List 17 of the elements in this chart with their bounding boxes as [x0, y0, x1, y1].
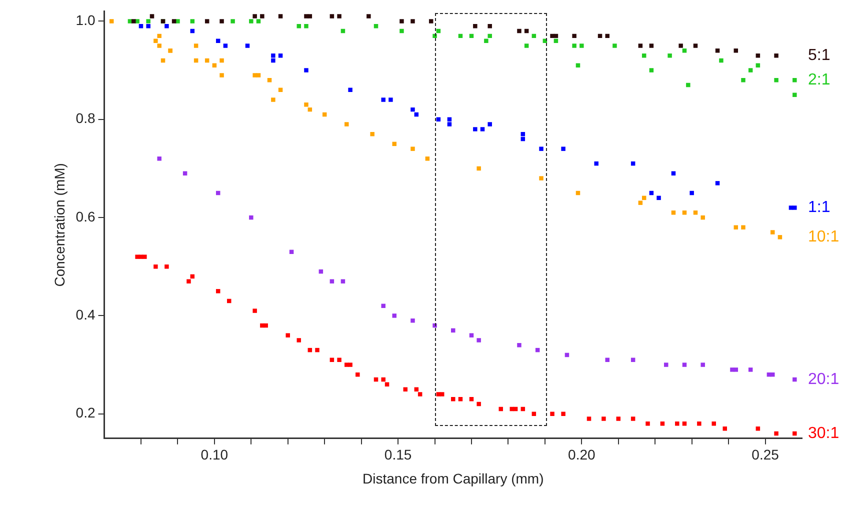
series-label: 1:1 — [808, 199, 830, 216]
y-tick-label: 0.4 — [76, 306, 96, 323]
series-label: 10:1 — [808, 228, 840, 246]
y-axis-title: Concentration (mM) — [51, 163, 68, 287]
series-label: 5:1 — [808, 46, 830, 64]
y-tick-label: 0.6 — [76, 208, 96, 224]
y-tick-label: 0.8 — [76, 110, 96, 126]
y-tick-label: 0.2 — [76, 404, 96, 421]
x-tick-label: 0.25 — [752, 446, 780, 463]
y-tick-label: 1.0 — [76, 12, 96, 28]
x-axis-title: Distance from Capillary (mm) — [362, 470, 544, 486]
x-tick-label: 0.10 — [200, 446, 228, 463]
series-label: 20:1 — [808, 370, 840, 388]
x-tick-label: 0.20 — [568, 446, 596, 463]
x-tick-label: 0.15 — [384, 446, 412, 463]
series-label: 2:1 — [808, 72, 830, 89]
series-label: 30:1 — [808, 424, 840, 442]
